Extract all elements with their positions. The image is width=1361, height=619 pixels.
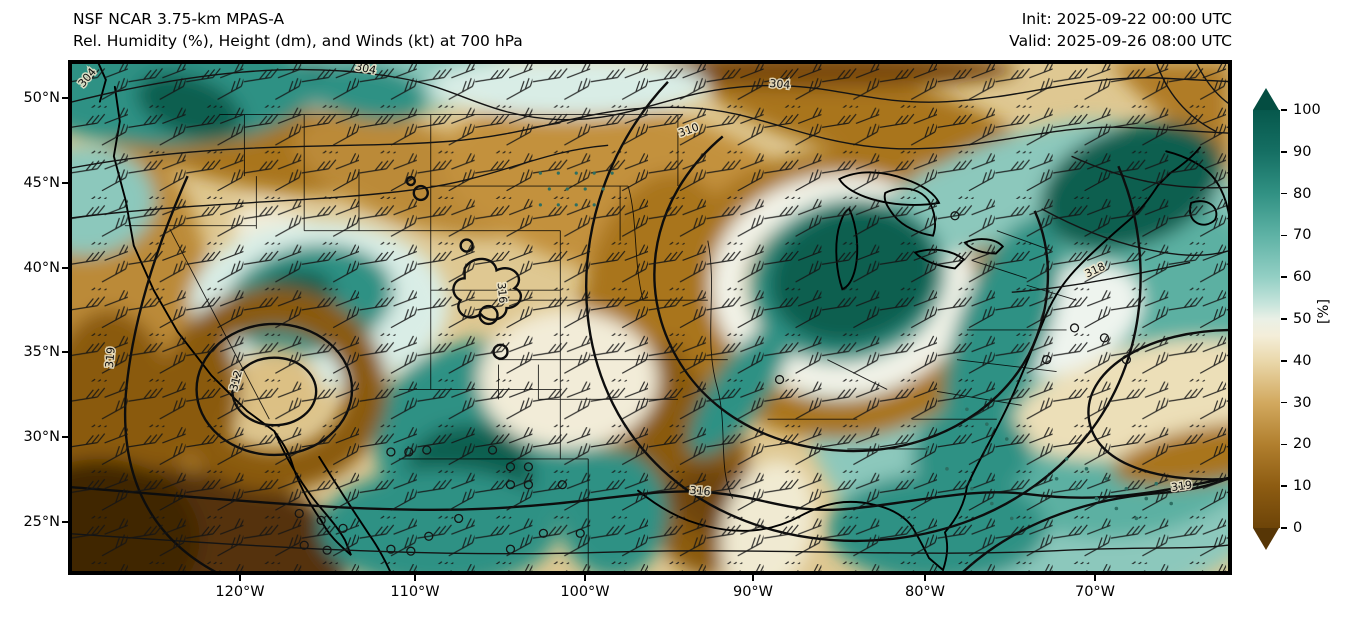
colorbar-tick-label: 20 — [1293, 436, 1312, 453]
valid-time: Valid: 2025-09-26 08:00 UTC — [1009, 32, 1232, 50]
lon-tick-label: 80°W — [904, 584, 946, 600]
init-time: Init: 2025-09-22 00:00 UTC — [1021, 10, 1232, 28]
colorbar-tick-label: 100 — [1293, 102, 1321, 118]
figure-title: NSF NCAR 3.75-km MPAS-A Rel. Humidity (%)… — [73, 8, 523, 52]
colorbar — [1253, 110, 1280, 528]
colorbar-tick-label: 30 — [1293, 394, 1312, 411]
colorbar-arrow-top — [1253, 88, 1279, 110]
lon-tick-label: 100°W — [560, 584, 610, 600]
model-name: NSF NCAR 3.75-km MPAS-A — [73, 10, 285, 28]
lat-tick-label: 25°N — [23, 514, 60, 530]
height-contour-label: 319 — [103, 346, 118, 368]
colorbar-arrow-bottom — [1253, 528, 1279, 550]
height-contour-label: 319 — [1170, 478, 1193, 494]
lat-tick-label: 35°N — [23, 344, 60, 360]
colorbar-tick-label: 60 — [1293, 269, 1312, 286]
lat-tick-label: 40°N — [23, 260, 60, 276]
calm-wind-circles — [294, 211, 1131, 556]
run-times: Init: 2025-09-22 00:00 UTC Valid: 2025-09… — [1009, 8, 1232, 52]
wind-barbs — [70, 62, 1230, 573]
lon-tick-label: 110°W — [390, 584, 440, 600]
field-description: Rel. Humidity (%), Height (dm), and Wind… — [73, 32, 523, 50]
lon-tick-label: 120°W — [215, 584, 265, 600]
colorbar-tick-label: 80 — [1293, 185, 1312, 202]
lat-tick-label: 30°N — [23, 429, 60, 445]
height-contour-label: 316 — [495, 282, 510, 304]
stipple-dots — [538, 171, 1173, 521]
lon-tick-label: 70°W — [1074, 584, 1116, 600]
map-frame — [70, 62, 1230, 573]
map-canvas: 304 304 304 310 312 316 316 318 319 319 — [68, 60, 1232, 575]
lat-tick-label: 45°N — [23, 175, 60, 191]
colorbar-tick-label: 70 — [1293, 227, 1312, 244]
lon-tick-label: 90°W — [732, 584, 774, 600]
colorbar-tick-label: 50 — [1293, 311, 1312, 327]
height-contour-label: 316 — [689, 484, 711, 499]
lat-tick-label: 50°N — [23, 90, 60, 106]
colorbar-tick-label: 0 — [1293, 520, 1303, 536]
height-contour-label: 304 — [769, 77, 791, 92]
colorbar-tick-label: 90 — [1293, 143, 1312, 160]
colorbar-unit-label: [%] — [1316, 298, 1332, 324]
colorbar-tick-label: 40 — [1293, 352, 1312, 369]
colorbar-tick-label: 10 — [1293, 478, 1312, 495]
